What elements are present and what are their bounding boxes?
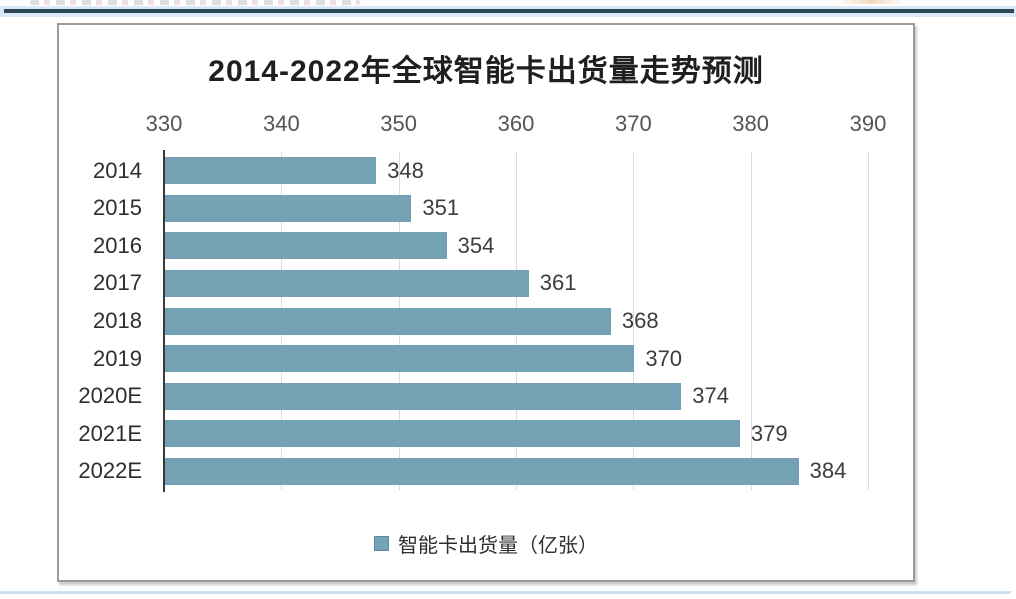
bar xyxy=(165,232,447,260)
top-divider-line xyxy=(4,9,1014,13)
value-label: 348 xyxy=(387,157,424,183)
top-divider-halo xyxy=(0,6,1016,17)
category-label: 2020E xyxy=(78,383,142,409)
value-label: 370 xyxy=(645,345,683,371)
bar xyxy=(165,420,740,448)
x-axis-tick-label: 340 xyxy=(262,111,300,136)
x-axis-tick-label: 380 xyxy=(732,111,770,136)
x-axis-tick-label: 360 xyxy=(497,111,535,136)
category-label: 2019 xyxy=(93,345,142,371)
category-label: 2016 xyxy=(93,232,142,258)
x-axis-tick-label: 330 xyxy=(145,111,183,136)
vertical-gridline xyxy=(750,152,752,490)
vertical-gridline xyxy=(633,152,635,490)
legend-label: 智能卡出货量（亿张） xyxy=(398,535,598,557)
value-label: 361 xyxy=(539,270,577,296)
value-label: 379 xyxy=(750,420,788,446)
chart-panel: 2014-2022年全球智能卡出货量走势预测 智能卡出货量（亿张） 330 340… xyxy=(57,23,915,582)
category-label: 2015 xyxy=(93,195,142,221)
category-label: 2021E xyxy=(78,420,142,446)
bar xyxy=(165,345,635,373)
legend: 智能卡出货量（亿张） xyxy=(59,529,913,558)
value-label: 368 xyxy=(621,307,659,333)
category-label: 2014 xyxy=(93,157,142,183)
legend-marker-swatch xyxy=(374,536,389,551)
cropped-text-artifact xyxy=(30,0,360,5)
cropped-text-artifact-right xyxy=(836,0,906,4)
vertical-gridline xyxy=(868,152,869,490)
value-label: 354 xyxy=(457,232,495,258)
x-axis-tick-label: 370 xyxy=(614,111,652,136)
bottom-divider-line xyxy=(0,591,1011,594)
bar xyxy=(165,157,377,185)
x-axis-tick-label: 350 xyxy=(380,111,418,136)
bar xyxy=(165,382,682,410)
category-label: 2022E xyxy=(78,458,142,484)
bar xyxy=(165,194,412,222)
category-label: 2017 xyxy=(93,270,142,296)
bar xyxy=(165,307,611,335)
value-label: 384 xyxy=(809,458,847,484)
chart-title: 2014-2022年全球智能卡出货量走势预测 xyxy=(208,55,764,88)
bar xyxy=(165,457,799,485)
bar xyxy=(165,269,529,297)
value-label: 374 xyxy=(692,383,729,409)
value-label: 351 xyxy=(422,195,460,221)
x-axis-tick-label: 390 xyxy=(849,111,887,136)
category-label: 2018 xyxy=(93,307,142,333)
y-axis-line xyxy=(163,150,165,492)
